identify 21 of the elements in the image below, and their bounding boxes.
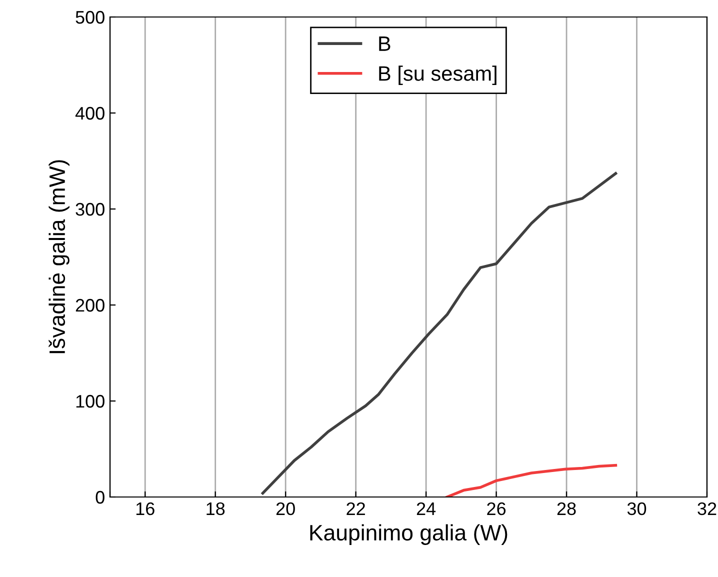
x-tick-label: 30 bbox=[627, 502, 646, 516]
x-tick-label: 24 bbox=[416, 502, 436, 515]
legend-label: B bbox=[379, 36, 390, 51]
x-tick-label: 32 bbox=[698, 502, 716, 516]
y-tick-label: 400 bbox=[75, 106, 104, 120]
y-axis-title: Išvadinė galia (mW) bbox=[48, 160, 70, 354]
legend-label: B [su sesam] bbox=[379, 66, 496, 86]
y-tick-label: 100 bbox=[76, 394, 104, 408]
x-tick-label: 16 bbox=[136, 502, 154, 516]
x-axis-title: Kaupinimo galia (W) bbox=[310, 524, 508, 545]
y-tick-label: 500 bbox=[76, 10, 104, 24]
y-tick-label: 0 bbox=[96, 490, 104, 504]
y-tick-label: 300 bbox=[76, 202, 104, 216]
y-tick-label: 200 bbox=[76, 298, 104, 312]
x-tick-label: 28 bbox=[557, 502, 576, 516]
line-series bbox=[446, 464, 618, 497]
x-tick-label: 18 bbox=[206, 502, 225, 516]
x-tick-label: 20 bbox=[276, 502, 295, 516]
x-tick-label: 22 bbox=[346, 502, 365, 515]
line-series bbox=[261, 172, 618, 495]
x-tick-label: 26 bbox=[487, 502, 506, 516]
